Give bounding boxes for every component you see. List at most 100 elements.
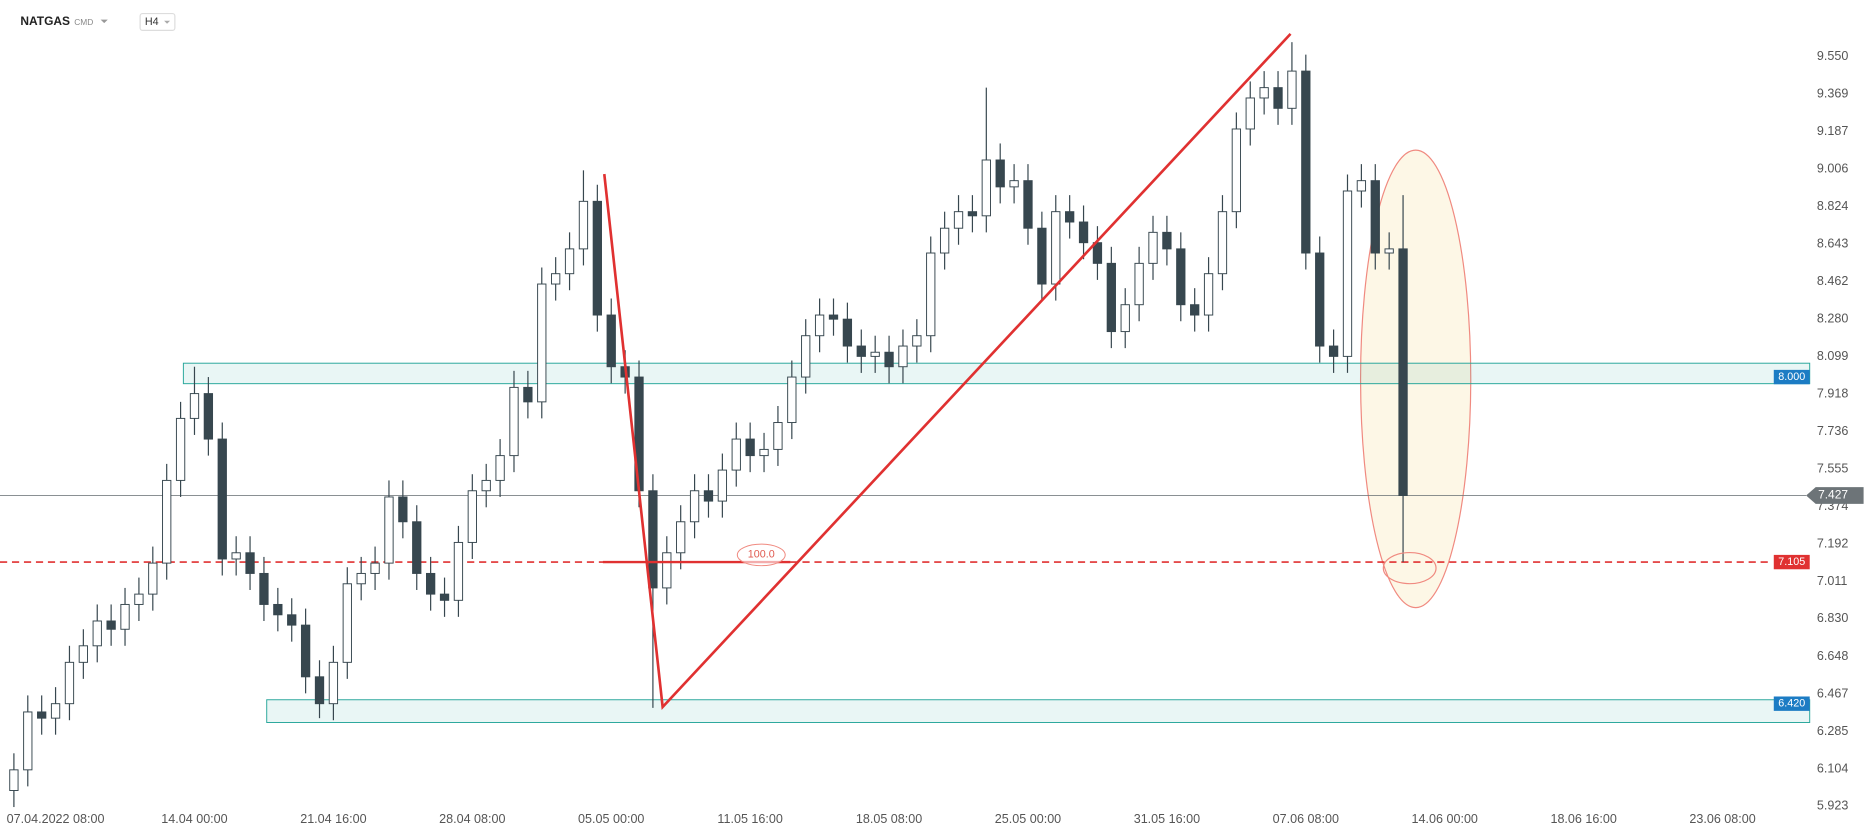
candle-body	[828, 314, 839, 320]
candle-body	[1120, 304, 1130, 333]
candle-body	[189, 393, 200, 419]
y-tick-label: 6.467	[1817, 686, 1848, 700]
y-tick-label: 9.187	[1817, 124, 1848, 138]
candle-body	[1176, 248, 1186, 306]
candle-body	[1231, 128, 1242, 213]
candle-body	[745, 438, 755, 457]
candle-body	[314, 676, 325, 705]
x-tick-label: 28.04 08:00	[439, 812, 505, 826]
candle-body	[148, 562, 158, 595]
candle-body	[37, 711, 47, 719]
candle-body	[412, 521, 422, 574]
candle-body	[328, 661, 339, 705]
candle-body	[1065, 211, 1075, 223]
candle-body	[926, 252, 936, 337]
y-tick-label: 7.736	[1817, 424, 1848, 438]
x-tick-label: 14.06 00:00	[1412, 812, 1478, 826]
y-tick-label: 7.192	[1817, 536, 1848, 550]
interval[interactable]: H4	[145, 16, 159, 28]
x-tick-label: 18.06 16:00	[1550, 812, 1616, 826]
candle-body	[717, 469, 728, 502]
candle-body	[759, 448, 769, 457]
y-tick-label: 9.006	[1817, 161, 1848, 175]
candle-body	[787, 376, 797, 424]
x-tick-label: 18.05 08:00	[856, 812, 922, 826]
candle-body	[1148, 231, 1158, 264]
candle-body	[1162, 231, 1172, 250]
candle-body	[912, 335, 922, 347]
candle-body	[1106, 262, 1116, 333]
candle-body	[467, 490, 477, 543]
candle-body	[884, 351, 894, 368]
candle-body	[356, 572, 366, 585]
dropdown-arrow[interactable]	[100, 19, 108, 24]
candle-body	[1051, 211, 1061, 285]
last-price-label: 7.427	[1818, 488, 1848, 502]
candle-body	[384, 496, 394, 564]
candle-body	[592, 200, 602, 316]
x-tick-label: 07.04.2022 08:00	[7, 812, 105, 826]
candle-body	[1203, 273, 1214, 316]
x-tick-label: 23.06 08:00	[1689, 812, 1755, 826]
candle-body	[175, 417, 186, 481]
candle-body	[259, 572, 269, 605]
candle-body	[648, 490, 658, 589]
level-label-box	[1773, 696, 1810, 711]
overlay: 9.550 9.369 9.187 9.006 8.824 8.643 8.462 8.280…	[7, 32, 1864, 826]
candle-body	[1217, 211, 1228, 275]
level-label-box	[1773, 554, 1810, 570]
candle-body	[106, 620, 116, 630]
candle-body	[1287, 70, 1297, 109]
candle-body	[1384, 248, 1394, 254]
plot	[9, 42, 1408, 808]
fib-label-ellipse	[736, 543, 786, 567]
candle-body	[273, 603, 283, 616]
candle-body	[995, 159, 1005, 188]
candle-body	[953, 211, 964, 229]
candle-body	[1259, 87, 1269, 99]
last-price-tag	[1806, 487, 1864, 504]
support-zone	[182, 362, 1811, 385]
candle-body	[870, 351, 880, 357]
candle-body	[1273, 87, 1283, 109]
candle-body	[1245, 97, 1255, 130]
candle-body	[481, 479, 491, 492]
x-tick-label: 07.06 08:00	[1273, 812, 1339, 826]
candle-body	[1190, 304, 1200, 316]
interval-box[interactable]	[139, 12, 176, 31]
candle-body	[1009, 180, 1019, 188]
candle-body	[342, 583, 352, 663]
candle-body	[676, 521, 686, 554]
y-tick-label: 6.104	[1817, 761, 1848, 775]
y-tick-label: 9.550	[1817, 49, 1848, 63]
candle-body	[92, 620, 102, 647]
candle-body	[1134, 262, 1144, 306]
candle-body	[398, 496, 408, 523]
drawing-layer	[0, 149, 1811, 723]
candle-body	[856, 345, 866, 357]
trendline	[602, 32, 1292, 710]
y-tick-label: 8.099	[1817, 349, 1848, 363]
candle-body	[551, 273, 561, 285]
level-label-box	[1773, 369, 1810, 385]
candle-body	[967, 211, 978, 217]
candle-body	[1315, 252, 1325, 347]
candle-body	[662, 552, 672, 589]
candle-body	[1078, 221, 1089, 244]
level-label: 7.105	[1778, 556, 1805, 568]
y-tick-label: 7.918	[1817, 386, 1848, 400]
y-tick-label: 5.923	[1817, 799, 1848, 813]
candle-body	[703, 490, 714, 502]
candle-body	[453, 541, 464, 601]
y-tick-label: 8.280	[1817, 312, 1848, 326]
header: NATGAS CMD H4	[20, 12, 176, 31]
y-tick-label: 9.369	[1817, 86, 1848, 100]
low-ellipse	[1382, 551, 1437, 585]
candle-body	[731, 438, 741, 471]
fib-label: 100.0	[748, 549, 775, 561]
candle-body	[23, 711, 33, 771]
x-tick-label: 14.04 00:00	[161, 812, 227, 826]
candle-body	[134, 593, 144, 605]
y-tick-label: 8.824	[1817, 199, 1848, 213]
candle-body	[162, 479, 172, 564]
